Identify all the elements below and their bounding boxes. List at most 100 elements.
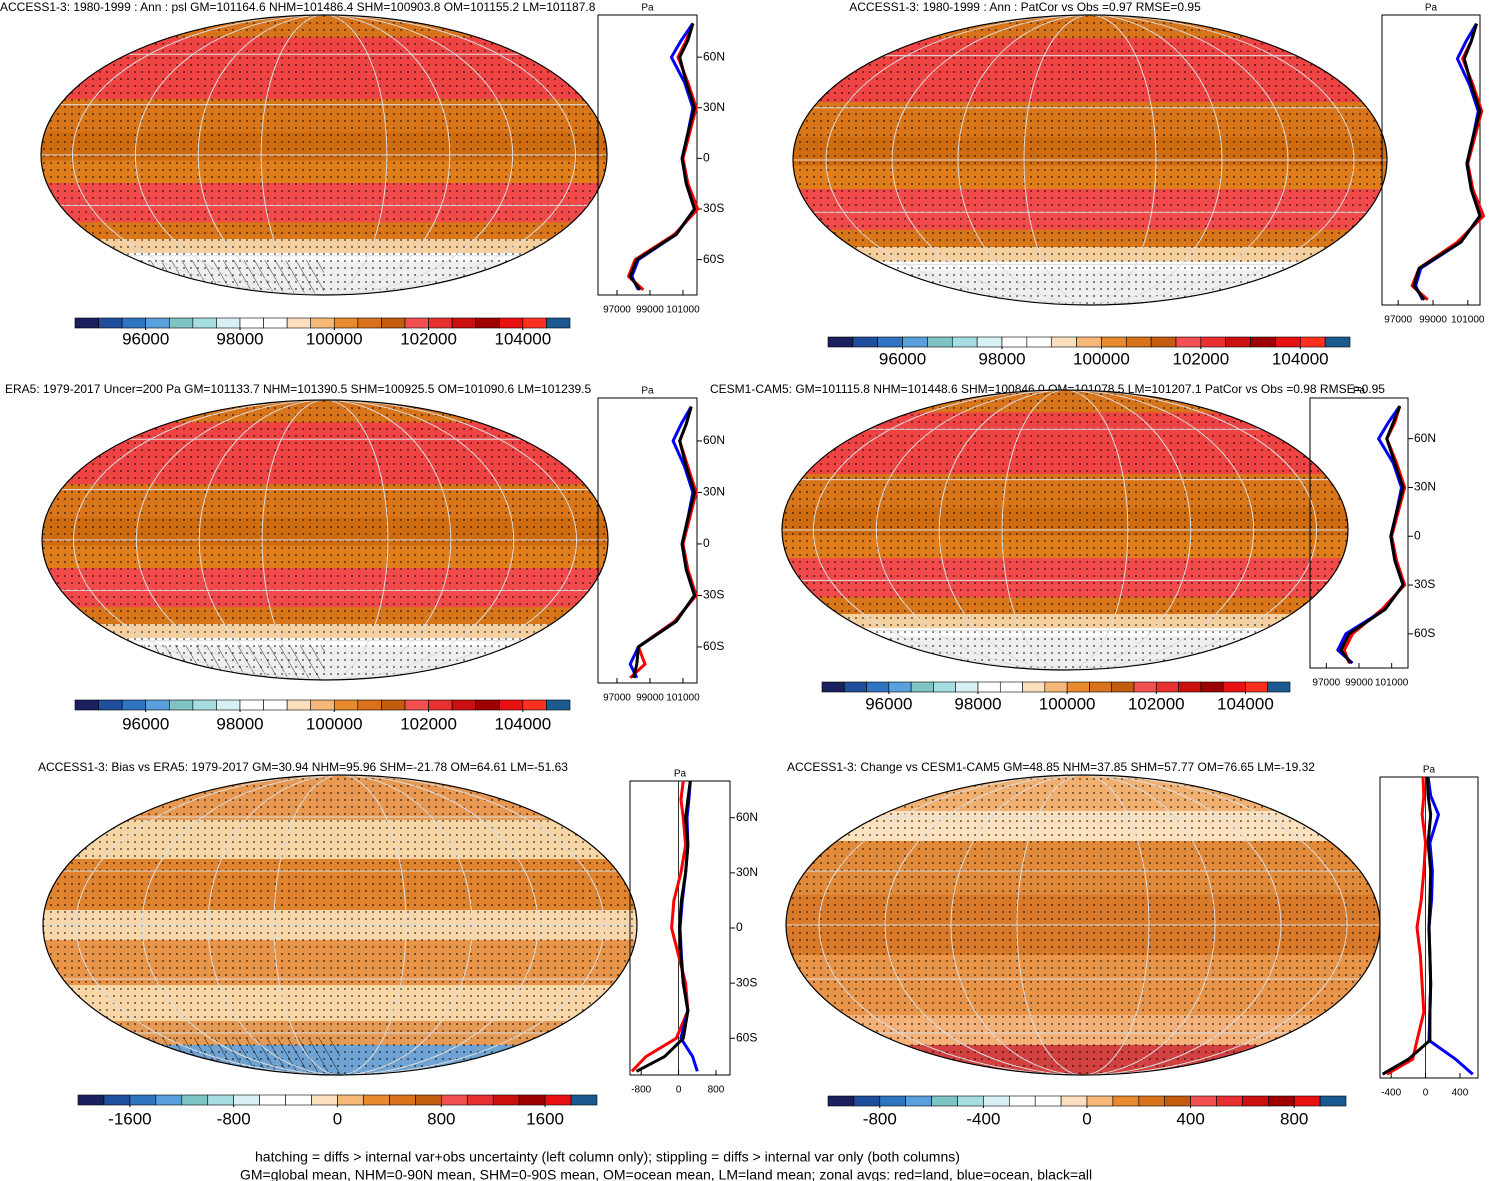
colorbar-box bbox=[466, 1094, 494, 1106]
y-tick-label: 0 bbox=[703, 151, 710, 165]
map-field bbox=[782, 390, 1348, 670]
map bbox=[41, 399, 609, 681]
zonal-line bbox=[1410, 23, 1485, 301]
colorbar-box bbox=[285, 1094, 312, 1106]
colorbar-box bbox=[1086, 1095, 1114, 1107]
colorbar-box bbox=[168, 317, 194, 329]
colorbar-label: 98000 bbox=[978, 349, 1025, 368]
panel-title: ERA5: 1979-2017 Uncer=200 Pa GM=101133.7… bbox=[5, 382, 592, 396]
map bbox=[785, 774, 1381, 1076]
colorbar-box bbox=[498, 317, 524, 329]
colorbar-label: -800 bbox=[217, 1109, 251, 1128]
colorbar-box bbox=[363, 1094, 390, 1106]
colorbar-box bbox=[546, 699, 571, 711]
x-tick-label: 0 bbox=[1423, 1088, 1429, 1099]
map-border bbox=[41, 399, 609, 681]
colorbar-box bbox=[286, 317, 312, 329]
colorbar-box bbox=[910, 681, 934, 693]
colorbar-box bbox=[74, 699, 99, 711]
colorbar-box bbox=[310, 317, 335, 329]
x-axis-label: Pa bbox=[1423, 765, 1436, 776]
colorbar-box bbox=[927, 336, 953, 348]
zonal-line bbox=[1426, 776, 1474, 1076]
profile-frame bbox=[1381, 14, 1481, 306]
y-tick-label: 30S bbox=[1414, 577, 1435, 591]
colorbar-box bbox=[1293, 1095, 1321, 1107]
colorbar-box bbox=[1022, 681, 1046, 693]
colorbar-box bbox=[1066, 681, 1090, 693]
colorbar-box bbox=[957, 1095, 984, 1107]
colorbar-box bbox=[233, 1094, 260, 1106]
x-tick-label: -400 bbox=[1381, 1088, 1401, 1099]
colorbar-box bbox=[1190, 1095, 1217, 1107]
colorbar-box bbox=[333, 317, 359, 329]
colorbar-box bbox=[98, 699, 123, 711]
panel-title: CESM1-CAM5: GM=101115.8 NHM=101448.6 SHM… bbox=[710, 382, 1385, 396]
colorbar-box bbox=[1051, 336, 1077, 348]
map bbox=[792, 14, 1388, 306]
colorbar-box bbox=[381, 699, 406, 711]
map bbox=[42, 774, 638, 1076]
colorbar-label: 98000 bbox=[216, 329, 263, 348]
colorbar-box bbox=[103, 1094, 131, 1106]
profile-frame bbox=[597, 397, 698, 684]
colorbar-label: 104000 bbox=[494, 714, 551, 733]
map bbox=[40, 14, 608, 296]
colorbar-label: 98000 bbox=[954, 694, 1001, 713]
x-tick-label: 400 bbox=[1452, 1088, 1469, 1099]
colorbar-box bbox=[77, 1094, 105, 1106]
colorbar-box bbox=[1319, 1095, 1347, 1107]
colorbar-box bbox=[145, 699, 170, 711]
colorbar-box bbox=[570, 1094, 598, 1106]
colorbar-box bbox=[544, 1094, 572, 1106]
colorbar-box bbox=[259, 1094, 286, 1106]
y-tick-label: 60N bbox=[703, 49, 725, 63]
colorbar-label: 100000 bbox=[1073, 349, 1130, 368]
colorbar-box bbox=[207, 1094, 235, 1106]
colorbar-box bbox=[389, 1094, 416, 1106]
y-tick-label: 30S bbox=[703, 201, 724, 215]
colorbar-box bbox=[1216, 1095, 1243, 1107]
panel-title: ACCESS1-3: Bias vs ERA5: 1979-2017 GM=30… bbox=[38, 760, 568, 774]
x-tick-label: 101000 bbox=[666, 693, 700, 704]
x-tick-label: 800 bbox=[708, 1085, 725, 1096]
colorbar-box bbox=[192, 699, 217, 711]
colorbar-box bbox=[546, 317, 571, 329]
colorbar-box bbox=[492, 1094, 520, 1106]
colorbar-box bbox=[181, 1094, 209, 1106]
colorbar-box bbox=[1008, 1095, 1036, 1107]
colorbar-box bbox=[1133, 681, 1157, 693]
y-tick-label: 60S bbox=[703, 252, 724, 266]
colorbar-box bbox=[428, 699, 453, 711]
colorbar-label: 800 bbox=[427, 1109, 455, 1128]
hatching bbox=[43, 1037, 340, 1075]
x-tick-label: 99000 bbox=[1345, 678, 1373, 689]
x-tick-label: 97000 bbox=[603, 305, 631, 316]
colorbar-label: 104000 bbox=[1217, 694, 1274, 713]
colorbar-label: 96000 bbox=[122, 714, 169, 733]
panel-title: ACCESS1-3: 1980-1999 : Ann : PatCor vs O… bbox=[849, 0, 1201, 14]
colorbar-box bbox=[404, 699, 429, 711]
profile-frame bbox=[597, 14, 698, 296]
map-border bbox=[40, 14, 608, 296]
colorbar-box bbox=[1076, 336, 1102, 348]
x-tick-label: 101000 bbox=[1451, 315, 1485, 326]
y-tick-label: 30S bbox=[703, 588, 724, 602]
colorbar-box bbox=[999, 681, 1023, 693]
colorbar-box bbox=[888, 681, 912, 693]
y-tick-label: 30S bbox=[736, 975, 757, 989]
colorbar-box bbox=[263, 317, 288, 329]
x-axis-label: Pa bbox=[641, 3, 654, 14]
colorbar-label: 1600 bbox=[526, 1109, 564, 1128]
y-tick-label: 60N bbox=[703, 433, 725, 447]
colorbar-label: 96000 bbox=[122, 329, 169, 348]
y-tick-label: 30N bbox=[1414, 480, 1436, 494]
colorbar-box bbox=[121, 317, 147, 329]
colorbar-box bbox=[129, 1094, 157, 1106]
y-tick-label: 60S bbox=[736, 1030, 757, 1044]
x-axis-label: Pa bbox=[641, 386, 654, 397]
footer-line: hatching = diffs > internal var+obs unce… bbox=[255, 1149, 960, 1165]
colorbar-box bbox=[843, 681, 867, 693]
colorbar-box bbox=[1150, 336, 1177, 348]
colorbar-box bbox=[1060, 1095, 1088, 1107]
